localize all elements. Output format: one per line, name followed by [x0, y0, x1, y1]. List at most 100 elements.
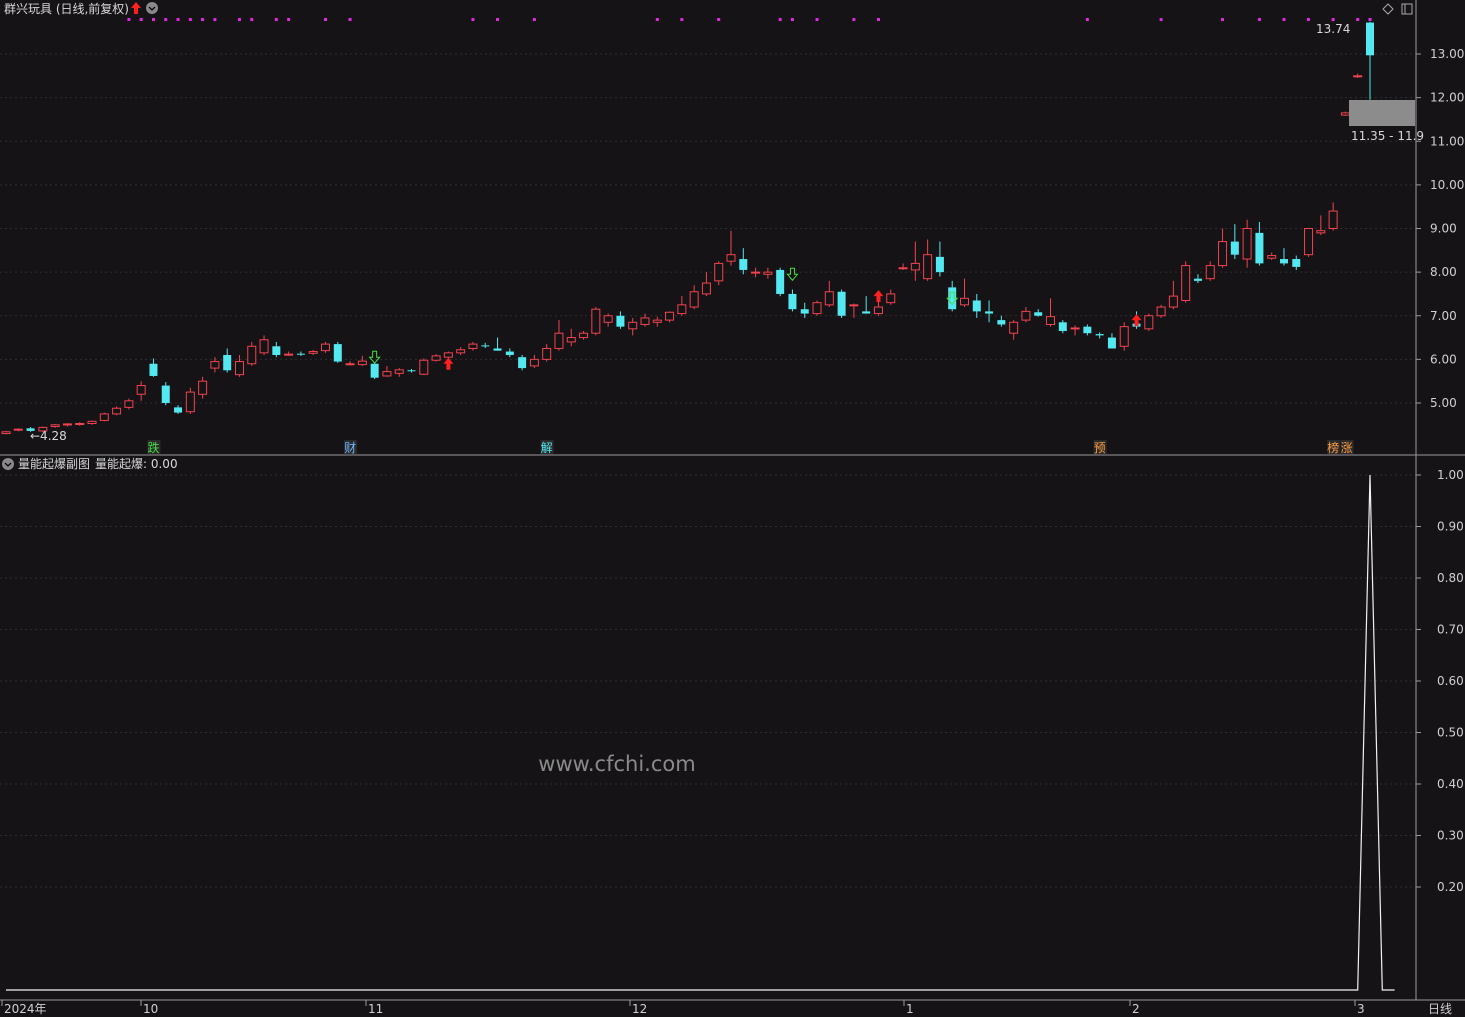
candle[interactable]	[26, 426, 35, 432]
candle[interactable]	[959, 278, 969, 308]
candle[interactable]	[1193, 274, 1202, 284]
candle[interactable]	[112, 406, 122, 416]
candle[interactable]	[468, 341, 478, 351]
candle[interactable]	[1034, 309, 1043, 317]
candle[interactable]	[1046, 298, 1056, 327]
candle[interactable]	[923, 239, 933, 281]
candle[interactable]	[161, 382, 170, 406]
candle[interactable]	[776, 267, 785, 297]
period-label[interactable]: 日线	[1428, 1002, 1452, 1016]
candle[interactable]	[701, 272, 711, 297]
candle[interactable]	[50, 423, 60, 428]
candle[interactable]	[1107, 333, 1116, 349]
candle[interactable]	[1366, 21, 1374, 100]
candle[interactable]	[296, 351, 305, 356]
candle[interactable]	[1304, 228, 1314, 257]
candle[interactable]	[1230, 224, 1239, 260]
candle[interactable]	[149, 358, 158, 377]
candle[interactable]	[431, 354, 441, 362]
candle[interactable]	[812, 300, 822, 316]
candle[interactable]	[99, 412, 109, 422]
candle[interactable]	[616, 311, 625, 329]
candle[interactable]	[234, 355, 244, 377]
candle[interactable]	[75, 422, 85, 426]
candle[interactable]	[603, 313, 613, 327]
candle[interactable]	[1168, 280, 1178, 310]
candle[interactable]	[493, 337, 502, 351]
candle[interactable]	[345, 361, 355, 366]
candle[interactable]	[518, 355, 527, 371]
candle[interactable]	[1292, 255, 1301, 270]
candle[interactable]	[419, 358, 429, 376]
candle[interactable]	[529, 355, 539, 369]
candle[interactable]	[726, 230, 736, 266]
candle[interactable]	[1156, 304, 1166, 318]
candle[interactable]	[272, 341, 281, 358]
candle[interactable]	[837, 289, 846, 318]
candle[interactable]	[628, 317, 638, 336]
candle[interactable]	[481, 342, 490, 349]
candle[interactable]	[333, 341, 342, 363]
candle[interactable]	[1, 430, 11, 435]
candle[interactable]	[1242, 219, 1252, 268]
candle[interactable]	[1083, 324, 1092, 336]
candle[interactable]	[542, 344, 552, 362]
candle[interactable]	[407, 368, 416, 373]
candle[interactable]	[320, 341, 330, 353]
candle[interactable]	[1070, 325, 1080, 336]
candle[interactable]	[1279, 248, 1288, 266]
candle[interactable]	[1021, 307, 1031, 323]
candle[interactable]	[394, 368, 404, 377]
candle[interactable]	[382, 365, 392, 377]
candle[interactable]	[185, 387, 195, 414]
candle[interactable]	[1144, 313, 1154, 332]
candle[interactable]	[677, 296, 687, 316]
candle[interactable]	[1353, 73, 1363, 78]
candle[interactable]	[640, 313, 650, 327]
indicator-dropdown-icon[interactable]	[2, 458, 14, 470]
candle[interactable]	[1119, 322, 1129, 351]
candle[interactable]	[1095, 332, 1104, 339]
candle[interactable]	[1058, 320, 1067, 334]
candle[interactable]	[849, 303, 859, 318]
candle[interactable]	[652, 316, 662, 327]
candle[interactable]	[972, 293, 981, 318]
candle[interactable]	[763, 267, 773, 279]
candle[interactable]	[751, 267, 761, 278]
candle[interactable]	[910, 241, 920, 281]
candle[interactable]	[935, 241, 944, 277]
candle[interactable]	[566, 328, 576, 347]
candle[interactable]	[788, 289, 797, 312]
candle[interactable]	[689, 285, 699, 310]
candle[interactable]	[62, 423, 72, 427]
candle[interactable]	[948, 280, 957, 312]
candle[interactable]	[174, 405, 183, 414]
candle[interactable]	[87, 420, 97, 425]
candle[interactable]	[714, 261, 724, 286]
candle[interactable]	[1316, 215, 1326, 236]
candle[interactable]	[136, 381, 146, 401]
candle[interactable]	[210, 357, 220, 373]
candle[interactable]	[308, 349, 318, 356]
candle[interactable]	[997, 315, 1006, 327]
candle[interactable]	[591, 307, 601, 336]
candle[interactable]	[357, 355, 367, 366]
settings-diamond-icon[interactable]	[1382, 3, 1394, 15]
candle[interactable]	[1255, 221, 1264, 266]
candle[interactable]	[1218, 228, 1228, 268]
candle[interactable]	[886, 289, 896, 305]
candle[interactable]	[284, 351, 294, 356]
candle[interactable]	[579, 331, 589, 340]
candle[interactable]	[554, 320, 564, 351]
candle[interactable]	[862, 296, 871, 314]
candle[interactable]	[1328, 202, 1338, 231]
candle[interactable]	[1009, 320, 1019, 340]
candle[interactable]	[1205, 261, 1215, 281]
candle[interactable]	[247, 341, 257, 366]
candle[interactable]	[1181, 261, 1191, 303]
candle[interactable]	[38, 426, 48, 433]
candle[interactable]	[259, 335, 269, 356]
dropdown-icon[interactable]	[146, 2, 158, 14]
candle[interactable]	[898, 263, 908, 270]
